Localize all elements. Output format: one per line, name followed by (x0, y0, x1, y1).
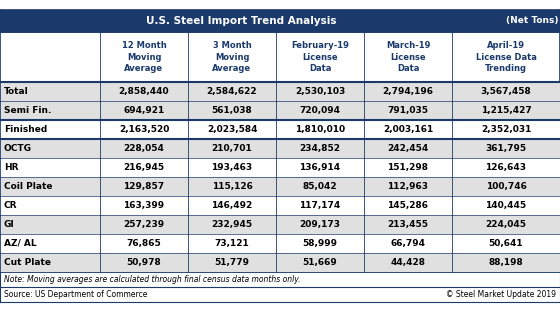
Text: 232,945: 232,945 (212, 220, 253, 229)
Text: OCTG: OCTG (4, 144, 32, 153)
Text: Coil Plate: Coil Plate (4, 182, 53, 191)
Bar (0, 234, 560, 253)
Text: 209,173: 209,173 (300, 220, 340, 229)
Bar (0, 32, 560, 82)
Bar (0, 139, 560, 158)
Text: 2,003,161: 2,003,161 (383, 125, 433, 134)
Text: 561,038: 561,038 (212, 106, 253, 115)
Text: Source: US Department of Commerce: Source: US Department of Commerce (4, 290, 147, 299)
Text: 213,455: 213,455 (388, 220, 428, 229)
Text: 44,428: 44,428 (390, 258, 426, 267)
Bar (0, 177, 560, 196)
Text: 126,643: 126,643 (486, 163, 526, 172)
Text: April-19
License Data
Trending: April-19 License Data Trending (475, 41, 536, 73)
Text: 50,978: 50,978 (127, 258, 161, 267)
Text: 242,454: 242,454 (388, 144, 428, 153)
Text: 146,492: 146,492 (211, 201, 253, 210)
Bar (0, 82, 560, 101)
Text: 12 Month
Moving
Average: 12 Month Moving Average (122, 41, 166, 73)
Text: 2,023,584: 2,023,584 (207, 125, 257, 134)
Text: CR: CR (4, 201, 17, 210)
Text: 3,567,458: 3,567,458 (480, 87, 531, 96)
Text: Note: Moving averages are calculated through final census data months only.: Note: Moving averages are calculated thr… (4, 275, 301, 284)
Text: 85,042: 85,042 (303, 182, 337, 191)
Bar (0, 10, 560, 32)
Bar (0, 272, 560, 287)
Text: 234,852: 234,852 (300, 144, 340, 153)
Text: 2,858,440: 2,858,440 (119, 87, 169, 96)
Text: 50,641: 50,641 (489, 239, 523, 248)
Text: 117,174: 117,174 (300, 201, 340, 210)
Text: 3 Month
Moving
Average: 3 Month Moving Average (212, 41, 251, 73)
Text: 257,239: 257,239 (123, 220, 165, 229)
Bar (0, 253, 560, 272)
Text: 140,445: 140,445 (486, 201, 526, 210)
Text: 2,163,520: 2,163,520 (119, 125, 169, 134)
Bar (0, 120, 560, 139)
Bar (0, 196, 560, 215)
Bar (0, 215, 560, 234)
Text: 88,198: 88,198 (489, 258, 524, 267)
Text: 361,795: 361,795 (486, 144, 526, 153)
Text: 2,530,103: 2,530,103 (295, 87, 345, 96)
Text: 76,865: 76,865 (127, 239, 161, 248)
Text: Cut Plate: Cut Plate (4, 258, 51, 267)
Text: U.S. Steel Import Trend Analysis: U.S. Steel Import Trend Analysis (146, 16, 336, 26)
Text: 216,945: 216,945 (123, 163, 165, 172)
Text: 51,779: 51,779 (214, 258, 250, 267)
Text: 2,584,622: 2,584,622 (207, 87, 257, 96)
Text: © Steel Market Update 2019: © Steel Market Update 2019 (446, 290, 556, 299)
Text: 2,352,031: 2,352,031 (481, 125, 531, 134)
Text: Finished: Finished (4, 125, 47, 134)
Text: 228,054: 228,054 (124, 144, 165, 153)
Text: March-19
License
Data: March-19 License Data (386, 41, 430, 73)
Text: 51,669: 51,669 (302, 258, 337, 267)
Text: 115,126: 115,126 (212, 182, 253, 191)
Text: 1,215,427: 1,215,427 (480, 106, 531, 115)
Text: 58,999: 58,999 (302, 239, 338, 248)
Text: 210,701: 210,701 (212, 144, 253, 153)
Text: 694,921: 694,921 (123, 106, 165, 115)
Text: HR: HR (4, 163, 18, 172)
Text: AZ/ AL: AZ/ AL (4, 239, 36, 248)
Text: 129,857: 129,857 (123, 182, 165, 191)
Text: (Net Tons): (Net Tons) (506, 17, 558, 26)
Bar (0, 287, 560, 302)
Text: Total: Total (4, 87, 29, 96)
Text: February-19
License
Data: February-19 License Data (291, 41, 349, 73)
Text: 145,286: 145,286 (388, 201, 428, 210)
Text: 791,035: 791,035 (388, 106, 428, 115)
Text: 193,463: 193,463 (212, 163, 253, 172)
Text: 163,399: 163,399 (123, 201, 165, 210)
Text: 720,094: 720,094 (300, 106, 340, 115)
Text: 112,963: 112,963 (388, 182, 428, 191)
Text: 100,746: 100,746 (486, 182, 526, 191)
Text: 151,298: 151,298 (388, 163, 428, 172)
Text: Semi Fin.: Semi Fin. (4, 106, 52, 115)
Text: 66,794: 66,794 (390, 239, 426, 248)
Bar (0, 101, 560, 120)
Text: 2,794,196: 2,794,196 (382, 87, 433, 96)
Text: 1,810,010: 1,810,010 (295, 125, 345, 134)
Text: 73,121: 73,121 (214, 239, 249, 248)
Text: 136,914: 136,914 (300, 163, 340, 172)
Text: 224,045: 224,045 (486, 220, 526, 229)
Bar (0, 158, 560, 177)
Text: GI: GI (4, 220, 15, 229)
